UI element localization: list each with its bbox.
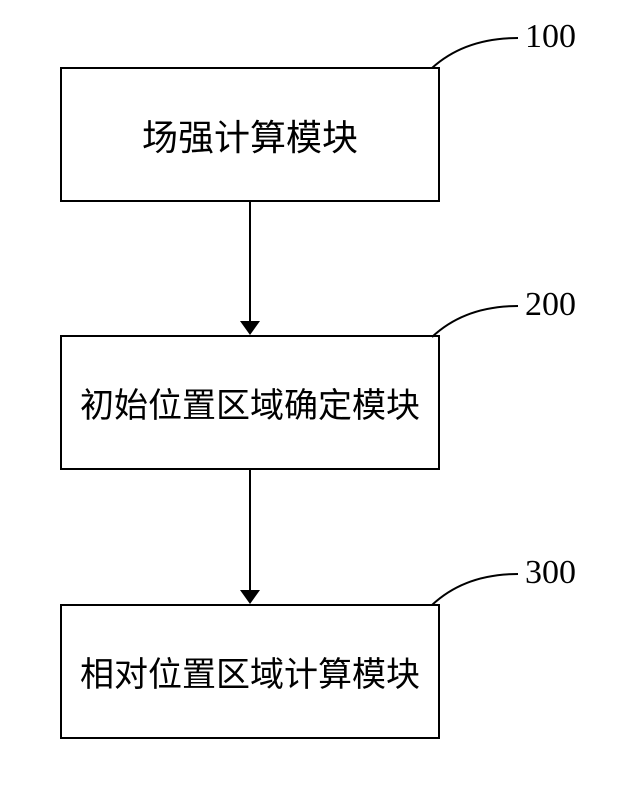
leader-line-300: [0, 0, 622, 801]
reference-label-300: 300: [525, 554, 576, 592]
flowchart-diagram: 场强计算模块 100 初始位置区域确定模块 200 相对位置区域计算模块 300: [0, 0, 622, 801]
